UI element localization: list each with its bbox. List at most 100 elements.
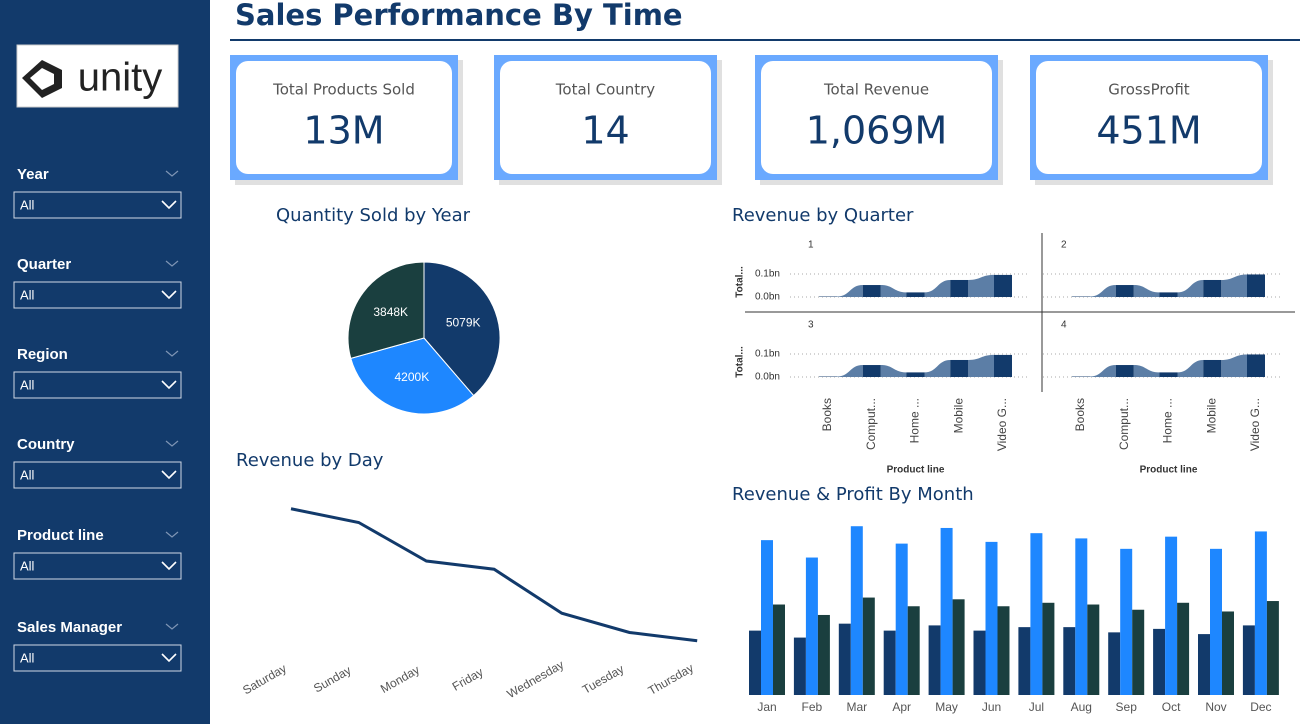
- x-axis-label: Product line: [887, 465, 945, 476]
- dropdown-chevron: [161, 380, 177, 390]
- x-tick-label: Monday: [378, 663, 422, 696]
- ribbon: [1090, 285, 1116, 297]
- filter-value: All: [20, 650, 35, 665]
- chart-title: Revenue by Quarter: [732, 205, 914, 226]
- filter-collapse[interactable]: [165, 531, 179, 538]
- x-tick-label: Sunday: [311, 663, 353, 695]
- x-tick-label: Comput...: [1117, 398, 1131, 450]
- x-tick-label: Mar: [846, 700, 867, 714]
- bar: [1063, 627, 1076, 695]
- filter-dropdown[interactable]: [13, 461, 182, 489]
- bar: [1254, 531, 1267, 695]
- ribbon: [1221, 274, 1247, 297]
- x-tick-label: Jan: [757, 700, 776, 714]
- x-tick-label: Mobile: [951, 398, 965, 434]
- bar: [793, 637, 806, 695]
- x-tick-label: Home ...: [908, 398, 922, 443]
- bar: [1198, 634, 1210, 695]
- ribbon: [968, 354, 994, 377]
- filter-label: Quarter: [17, 256, 71, 273]
- card: [236, 61, 452, 174]
- sidebar: [0, 0, 210, 724]
- filter-collapse[interactable]: [165, 623, 179, 630]
- filter-dropdown[interactable]: [13, 281, 182, 309]
- filter-dropdown[interactable]: [13, 191, 182, 219]
- bar: [1159, 372, 1178, 377]
- ribbon: [880, 285, 907, 297]
- bar: [817, 614, 830, 695]
- ribbon: [1133, 365, 1160, 377]
- bar: [1115, 285, 1134, 297]
- filter-collapse[interactable]: [165, 170, 179, 177]
- bar: [850, 526, 863, 695]
- y-axis-label: Total...: [735, 266, 746, 298]
- filter-collapse[interactable]: [165, 350, 179, 357]
- dropdown-chevron: [161, 561, 177, 571]
- bar: [1266, 601, 1279, 695]
- filter-dropdown[interactable]: [13, 552, 182, 580]
- bar: [928, 625, 941, 695]
- bar: [1177, 602, 1190, 695]
- filter-label: Product line: [17, 527, 104, 544]
- x-tick-label: Comput...: [864, 398, 878, 450]
- bar: [1165, 536, 1178, 695]
- ribbon: [1221, 354, 1247, 377]
- page-title: Sales Performance By Time: [235, 0, 683, 32]
- data-label: 5079K: [446, 316, 481, 330]
- y-axis-label: Total...: [735, 346, 746, 378]
- bar: [1203, 279, 1222, 297]
- ribbon: [1133, 285, 1160, 297]
- kpi-label: Total Revenue: [823, 81, 929, 99]
- bar: [1159, 292, 1178, 297]
- kpi-label: Total Country: [555, 81, 656, 99]
- x-tick-label: Wednesday: [505, 657, 567, 701]
- filter-collapse[interactable]: [165, 440, 179, 447]
- filter-dropdown[interactable]: [13, 371, 182, 399]
- ribbon: [1177, 279, 1204, 297]
- bar: [1132, 609, 1145, 695]
- bar: [906, 372, 925, 377]
- data-label: 4200K: [395, 370, 430, 384]
- card: [1036, 61, 1262, 174]
- ribbon: [1177, 359, 1204, 377]
- ribbon: [968, 274, 994, 297]
- y-tick-label: 0.0bn: [755, 372, 780, 383]
- ribbon: [837, 365, 863, 377]
- x-tick-label: Aug: [1071, 700, 1092, 714]
- x-tick-label: Books: [1073, 398, 1087, 431]
- x-tick-label: Tuesday: [580, 662, 626, 697]
- bar: [994, 354, 1012, 377]
- x-tick-label: Jun: [982, 700, 1001, 714]
- filter-collapse[interactable]: [165, 260, 179, 267]
- bar: [1120, 548, 1133, 695]
- dropdown-chevron: [161, 653, 177, 663]
- filter-value: All: [20, 558, 35, 573]
- kpi-label: Total Products Sold: [272, 81, 415, 99]
- bar: [761, 540, 773, 695]
- x-tick-label: Mobile: [1204, 398, 1218, 434]
- ribbon: [924, 279, 951, 297]
- y-tick-label: 0.1bn: [755, 349, 780, 360]
- filter-dropdown[interactable]: [13, 644, 182, 672]
- bar: [1203, 359, 1222, 377]
- bar: [895, 543, 908, 695]
- x-tick-label: Friday: [450, 665, 486, 694]
- panel-title: 1: [808, 240, 814, 251]
- filter-value: All: [20, 197, 35, 212]
- bar: [1087, 604, 1100, 695]
- x-tick-label: Apr: [892, 700, 911, 714]
- bar: [773, 604, 785, 695]
- chart-title: Revenue by Day: [236, 450, 384, 471]
- bar: [1042, 602, 1055, 695]
- bar: [1242, 625, 1255, 695]
- bar: [1018, 627, 1031, 695]
- x-tick-label: Saturday: [240, 661, 289, 697]
- x-tick-label: Home ...: [1161, 398, 1175, 443]
- bar: [997, 606, 1010, 695]
- kpi-value: 13M: [303, 109, 384, 153]
- filter-value: All: [20, 287, 35, 302]
- bar: [994, 274, 1012, 297]
- x-tick-label: Video G...: [995, 398, 1009, 451]
- bar: [985, 541, 998, 695]
